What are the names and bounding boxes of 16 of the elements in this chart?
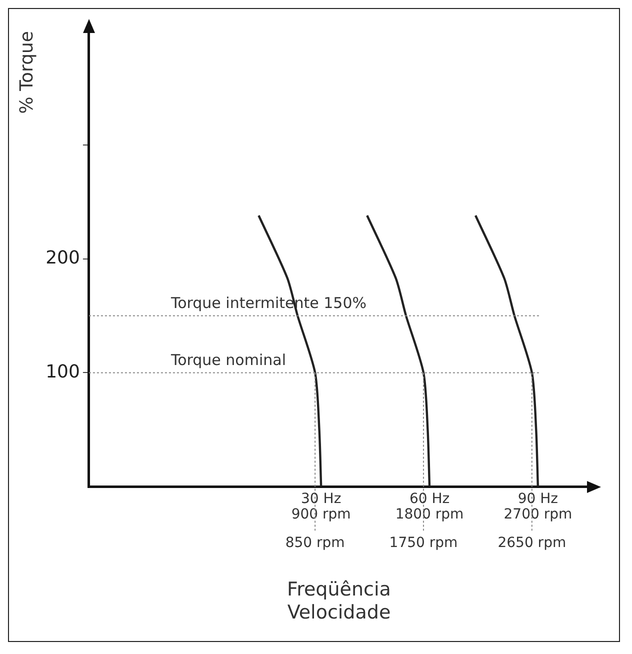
x-tick-label: 900 rpm (291, 506, 351, 523)
annotation: 60 Hz (409, 491, 450, 508)
ref-line-label: Torque nominal (170, 351, 286, 370)
x-tick-label: 1800 rpm (395, 506, 464, 523)
y-tick-label: 200 (46, 247, 80, 268)
ref-line-label: 1750 rpm (389, 535, 458, 552)
x-axis-title: Freqüência Velocidade (287, 578, 391, 624)
annotation: 30 Hz (301, 491, 342, 508)
x-tick-label: 2700 rpm (504, 506, 572, 523)
line-series (366, 214, 431, 487)
ref-line-label: 2650 rpm (498, 535, 566, 552)
ref-line-label: 850 rpm (285, 535, 345, 552)
y-tick-label: 100 (46, 361, 80, 382)
annotation: 90 Hz (518, 491, 558, 508)
line-series (474, 214, 540, 487)
y-axis-title: % Torque (16, 31, 38, 114)
